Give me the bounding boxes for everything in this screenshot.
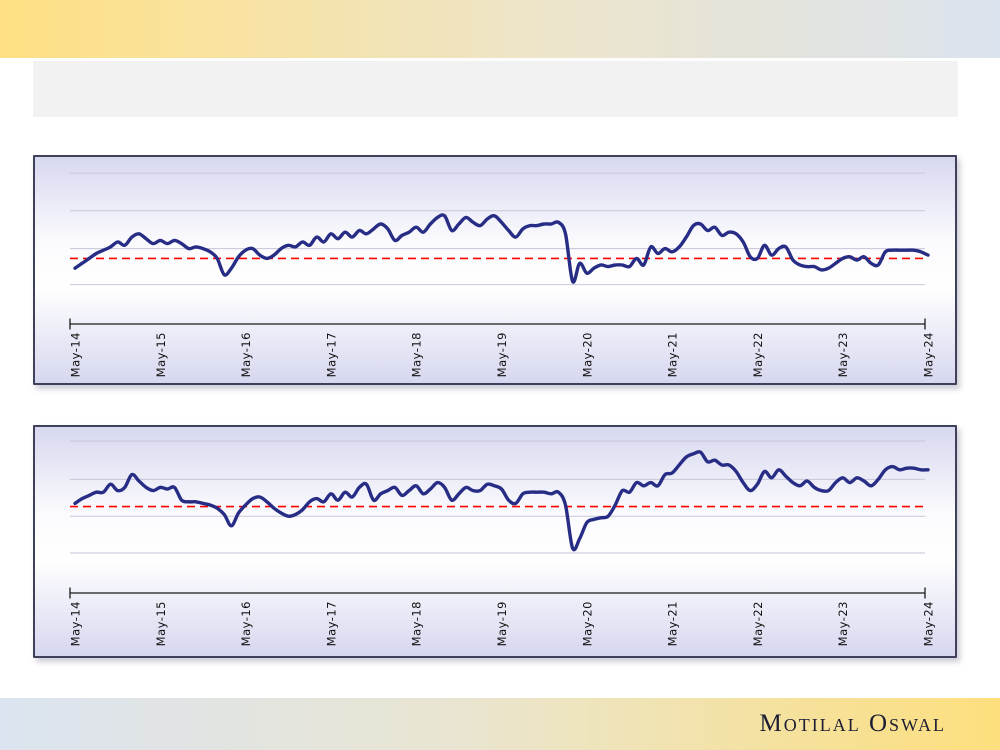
x-axis-tick-label: May-17: [324, 601, 338, 646]
x-axis-tick-label: May-14: [69, 332, 83, 377]
x-axis-tick-label: May-16: [239, 332, 253, 377]
x-axis-tick-label: May-15: [154, 332, 168, 377]
x-axis-tick-label: May-24: [922, 332, 936, 377]
x-axis-tick-label: May-18: [410, 332, 424, 377]
x-axis-tick-label: May-20: [580, 601, 594, 646]
x-axis-tick-label: May-16: [239, 601, 253, 646]
title-placeholder: [33, 61, 958, 117]
x-axis-tick-label: May-19: [495, 332, 509, 377]
x-axis-tick-label: May-24: [922, 601, 936, 646]
x-axis-tick-label: May-19: [495, 601, 509, 646]
x-axis-tick-label: May-23: [836, 601, 850, 646]
x-axis-tick-label: May-21: [666, 601, 680, 646]
line-chart-bottom: May-14 May-15 May-16 May-17 May-18 May-19 May-…: [69, 440, 936, 646]
line-chart-top: May-14 May-15 May-16 May-17 May-18 May-19 May-…: [69, 172, 936, 377]
chart-panel-top: May-14 May-15 May-16 May-17 May-18 May-19 May-…: [33, 155, 957, 385]
x-axis-tick-label: May-20: [580, 332, 594, 377]
footer-bar: Motilal Oswal: [0, 698, 1000, 750]
x-axis-tick-label: May-22: [751, 332, 765, 377]
gridlines: [70, 172, 925, 286]
x-axis-tick-label: May-18: [410, 601, 424, 646]
chart-panel-bottom: May-14 May-15 May-16 May-17 May-18 May-19 May-…: [33, 425, 957, 658]
series-line: [73, 213, 930, 284]
x-axis-tick-label: May-21: [666, 332, 680, 377]
x-axis-tick-label: May-22: [751, 601, 765, 646]
header-bar: [0, 0, 1000, 58]
series-line: [73, 450, 930, 552]
x-axis-tick-label: May-14: [69, 601, 83, 646]
gridlines: [70, 440, 925, 554]
x-axis-labels: May-14 May-15 May-16 May-17 May-18 May-19 May-…: [69, 601, 936, 646]
x-axis-labels: May-14 May-15 May-16 May-17 May-18 May-19 May-…: [69, 332, 936, 377]
x-axis: [69, 587, 926, 599]
x-axis: [69, 318, 926, 330]
x-axis-tick-label: May-17: [324, 332, 338, 377]
x-axis-tick-label: May-23: [836, 332, 850, 377]
brand-logo: Motilal Oswal: [759, 710, 946, 737]
x-axis-tick-label: May-15: [154, 601, 168, 646]
